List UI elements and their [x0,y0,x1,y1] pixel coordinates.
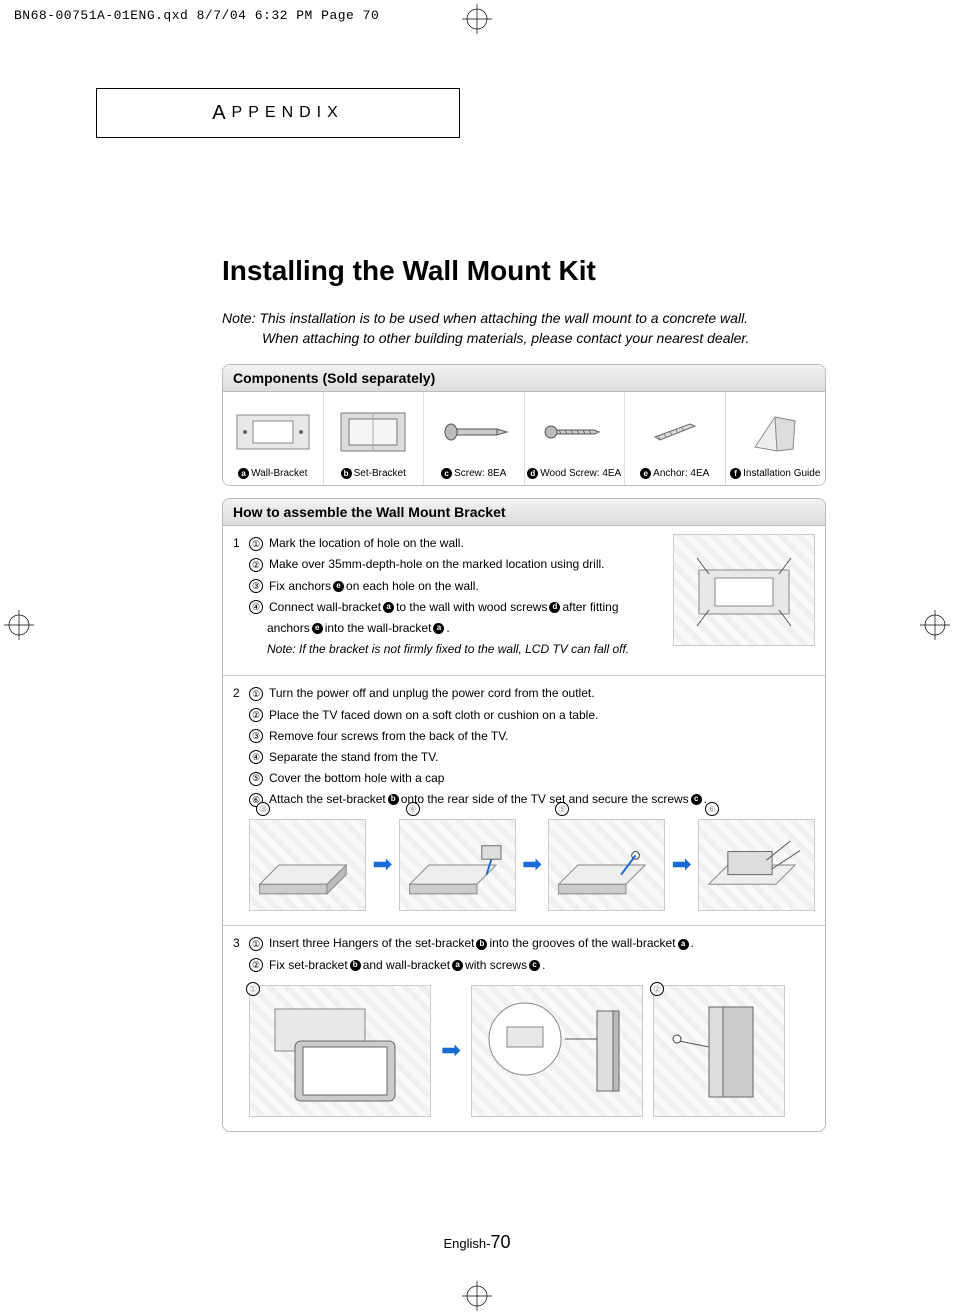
arrow-icon: ➡ [441,1032,461,1070]
step-1: 1 ①Mark the location of hole on the wall… [223,526,825,676]
step-2-fig-5: ⑤ [548,819,665,911]
step-3-number: 3 [233,934,249,953]
ref-a-icon: a [238,468,249,479]
component-wall-bracket: aWall-Bracket [223,392,324,485]
step-2-fig-3: ③ [249,819,366,911]
assemble-header: How to assemble the Wall Mount Bracket [223,499,825,526]
wall-bracket-icon [225,396,321,468]
appendix-heading: APPENDIX [96,88,460,138]
guide-icon [728,396,824,468]
manual-page: BN68-00751A-01ENG.qxd 8/7/04 6:32 PM Pag… [0,0,954,1315]
arrow-icon: ➡ [671,846,691,884]
crop-mark-bottom [462,1281,492,1311]
component-wood-screw: dWood Screw: 4EA [525,392,626,485]
appendix-rest: PPENDIX [232,104,344,122]
appendix-a: A [212,102,231,125]
ref-d-icon: d [527,468,538,479]
component-screw: cScrew: 8EA [424,392,525,485]
ref-c-icon: c [441,468,452,479]
crop-mark-left [4,610,34,640]
wood-screw-icon [527,396,623,468]
step-2-fig-6: ⑥ [698,819,815,911]
anchor-icon [627,396,723,468]
component-anchor: eAnchor: 4EA [625,392,726,485]
content-column: Installing the Wall Mount Kit Note: This… [222,255,826,1132]
step-3: 3 ①Insert three Hangers of the set-brack… [223,926,825,1130]
note-line-2: When attaching to other building materia… [222,329,826,349]
step-2-fig-4: ④ [399,819,516,911]
step-1-note: Note: If the bracket is not firmly fixed… [249,640,665,659]
top-note: Note: This installation is to be used wh… [222,309,826,348]
arrow-icon: ➡ [522,846,542,884]
print-slug: BN68-00751A-01ENG.qxd 8/7/04 6:32 PM Pag… [14,8,379,23]
components-row: aWall-Bracket bSet-Bracket cScrew: 8EA [223,392,825,485]
crop-mark-top [462,4,492,34]
set-bracket-icon [326,396,422,468]
note-line-1: Note: This installation is to be used wh… [222,309,826,329]
step-2-diagrams: ③ ➡ ④ ➡ ⑤ [249,819,815,911]
ref-f-icon: f [730,468,741,479]
ref-b-icon: b [341,468,352,479]
step-1-number: 1 [233,534,249,553]
ref-e-icon: e [640,468,651,479]
component-guide: fInstallation Guide [726,392,826,485]
step-3-fig-1: ① [249,985,431,1117]
footer-page-number: 70 [490,1232,510,1252]
page-footer: English-70 [0,1232,954,1253]
step-2-number: 2 [233,684,249,703]
step-3-fig-detail [471,985,643,1117]
footer-lang: English- [444,1236,491,1251]
components-panel: Components (Sold separately) aWall-Brack… [222,364,826,486]
crop-mark-right [920,610,950,640]
step-2: 2 ①Turn the power off and unplug the pow… [223,676,825,926]
components-header: Components (Sold separately) [223,365,825,392]
step-3-fig-2: ② [653,985,785,1117]
assemble-panel: How to assemble the Wall Mount Bracket 1… [222,498,826,1132]
arrow-icon: ➡ [372,846,392,884]
screw-icon [426,396,522,468]
step-3-diagrams: ① ➡ ② [249,985,815,1117]
page-title: Installing the Wall Mount Kit [222,255,826,287]
step-1-diagram [673,534,815,646]
component-set-bracket: bSet-Bracket [324,392,425,485]
